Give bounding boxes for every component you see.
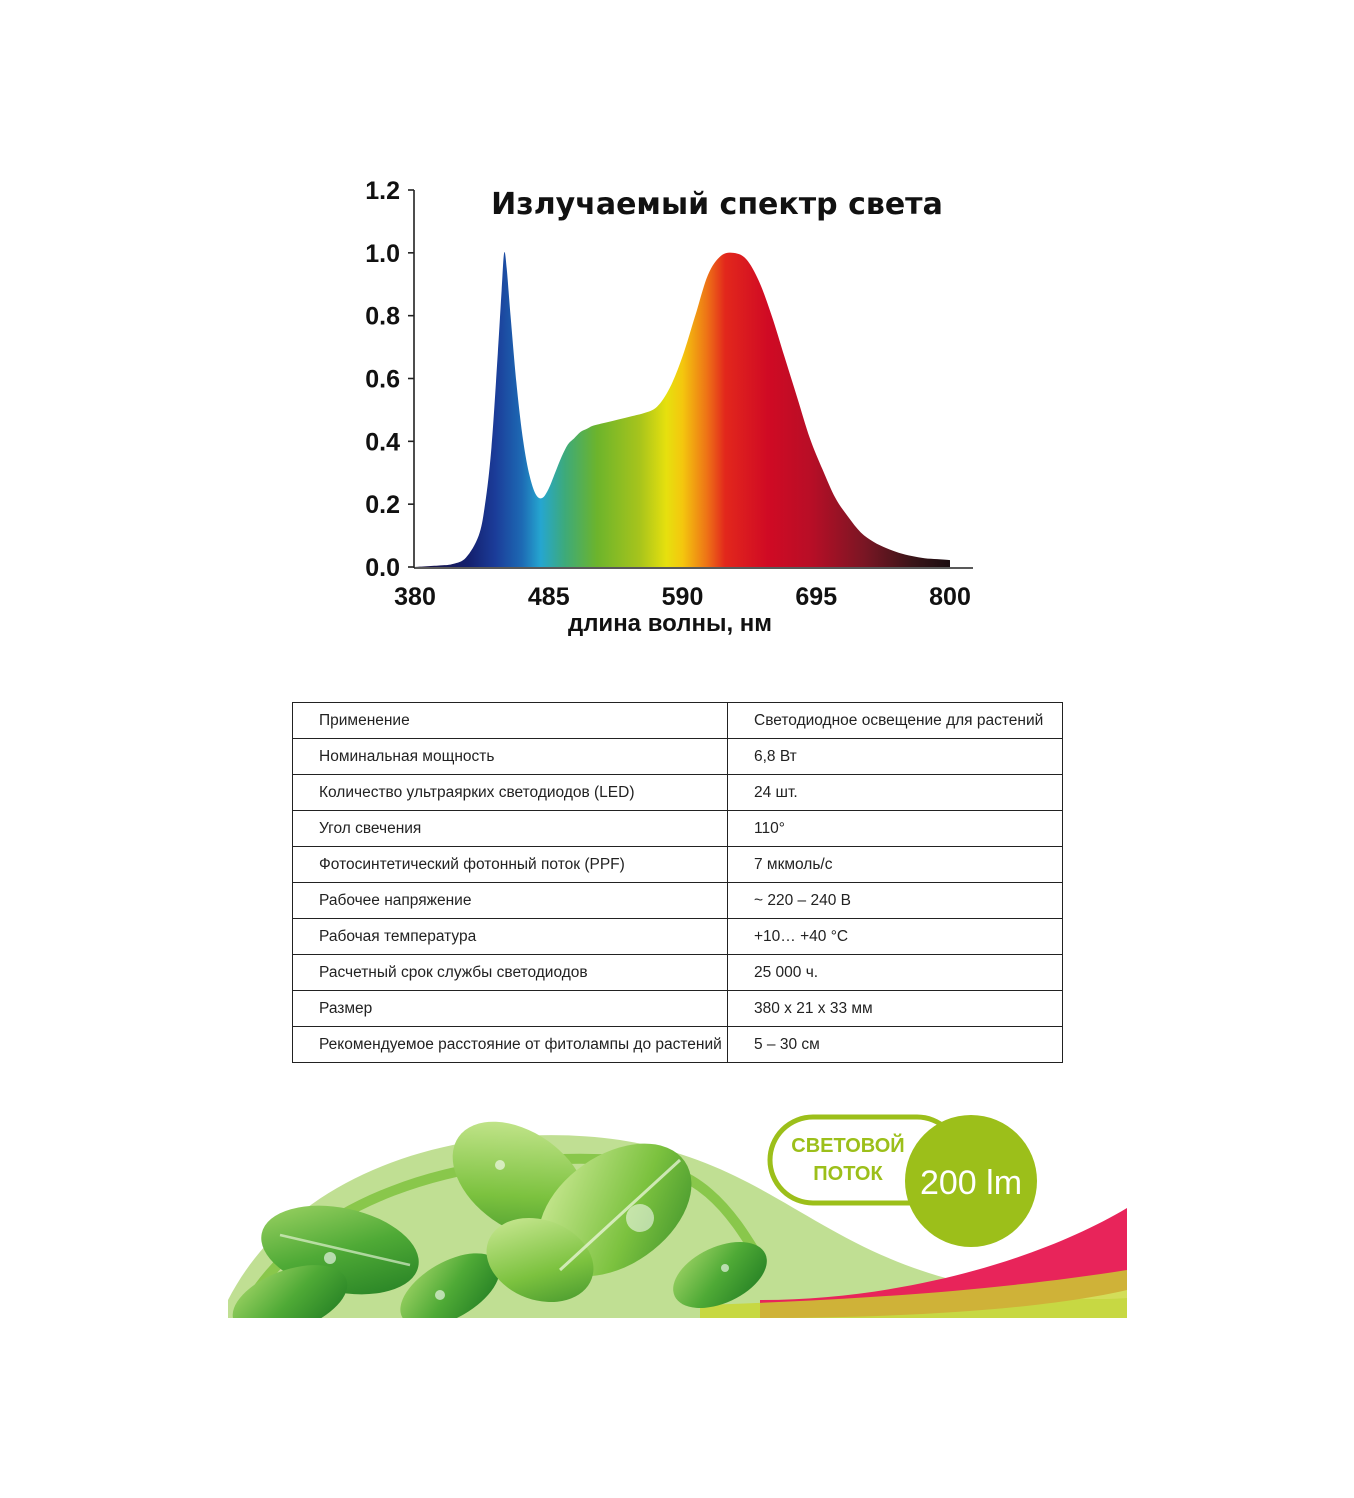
y-tick-label: 0.8 <box>365 303 400 331</box>
badge-value: 200 lm <box>920 1164 1022 1202</box>
spec-name-cell: Количество ультраярких светодиодов (LED) <box>292 774 728 811</box>
badge-line2: ПОТОК <box>813 1163 883 1185</box>
y-tick-label: 0.4 <box>365 428 400 456</box>
spec-name-cell: Рекомендуемое расстояние от фитолампы до… <box>292 1026 728 1063</box>
table-row: Рекомендуемое расстояние от фитолампы до… <box>292 1026 1063 1063</box>
spec-value-cell: 110° <box>727 810 1063 847</box>
y-tick-label: 0.2 <box>365 491 400 519</box>
y-tick-label: 1.2 <box>365 177 400 205</box>
table-row: Расчетный срок службы светодиодов 25 000 … <box>292 954 1063 991</box>
spec-table: Применение Светодиодное освещение для рас… <box>292 702 1063 1063</box>
spec-value-cell: +10… +40 °C <box>727 918 1063 955</box>
water-drop-icon <box>495 1160 505 1170</box>
spec-value-cell: 5 – 30 см <box>727 1026 1063 1063</box>
table-row: Фотосинтетический фотонный поток (PPF) 7 … <box>292 846 1063 883</box>
spec-name-cell: Номинальная мощность <box>292 738 728 775</box>
badge-circle <box>905 1115 1037 1247</box>
water-drop-icon <box>324 1252 336 1264</box>
leaf-icon <box>400 1253 500 1318</box>
decor-swoosh-yellow <box>700 1270 1127 1318</box>
x-tick-label: 485 <box>528 583 570 611</box>
spec-value-cell: 6,8 Вт <box>727 738 1063 775</box>
x-tick-label: 695 <box>795 583 837 611</box>
badge-line1: СВЕТОВОЙ <box>791 1133 904 1157</box>
spectrum-area <box>415 251 950 567</box>
table-row: Угол свечения 110° <box>292 810 1063 847</box>
spec-name-cell: Расчетный срок службы светодиодов <box>292 954 728 991</box>
table-row: Рабочее напряжение ~ 220 – 240 В <box>292 882 1063 919</box>
table-row: Рабочая температура +10… +40 °C <box>292 918 1063 955</box>
leaf-icon <box>232 1265 348 1318</box>
leaf-icon <box>673 1241 767 1309</box>
leaf-icon <box>486 1217 594 1303</box>
water-drop-icon <box>626 1204 654 1232</box>
table-row: Применение Светодиодное освещение для рас… <box>292 702 1063 739</box>
water-drop-icon <box>721 1264 729 1272</box>
table-row: Количество ультраярких светодиодов (LED)… <box>292 774 1063 811</box>
table-row: Номинальная мощность 6,8 Вт <box>292 738 1063 775</box>
leaf-vein <box>558 1158 682 1272</box>
x-tick-label: 380 <box>394 583 436 611</box>
spec-value-cell: Светодиодное освещение для растений <box>727 702 1063 739</box>
spec-name-cell: Применение <box>292 702 728 739</box>
y-tick-label: 0.6 <box>365 366 400 394</box>
chart-title: Излучаемый спектр света <box>491 187 943 222</box>
x-tick-label: 590 <box>662 583 704 611</box>
spectrum-chart: Излучаемый спектр света 0.0 0.2 0.4 0.6 0.8 1… <box>365 177 973 637</box>
spec-name-cell: Угол свечения <box>292 810 728 847</box>
x-axis-label: длина волны, нм <box>568 610 772 637</box>
water-drop-icon <box>435 1290 445 1300</box>
x-tick-label: 800 <box>929 583 971 611</box>
leaf-vein <box>279 1233 411 1267</box>
y-tick-label: 1.0 <box>365 240 400 268</box>
y-tick-label: 0.0 <box>365 554 400 582</box>
spec-name-cell: Рабочая температура <box>292 918 728 955</box>
spec-value-cell: ~ 220 – 240 В <box>727 882 1063 919</box>
spec-value-cell: 24 шт. <box>727 774 1063 811</box>
